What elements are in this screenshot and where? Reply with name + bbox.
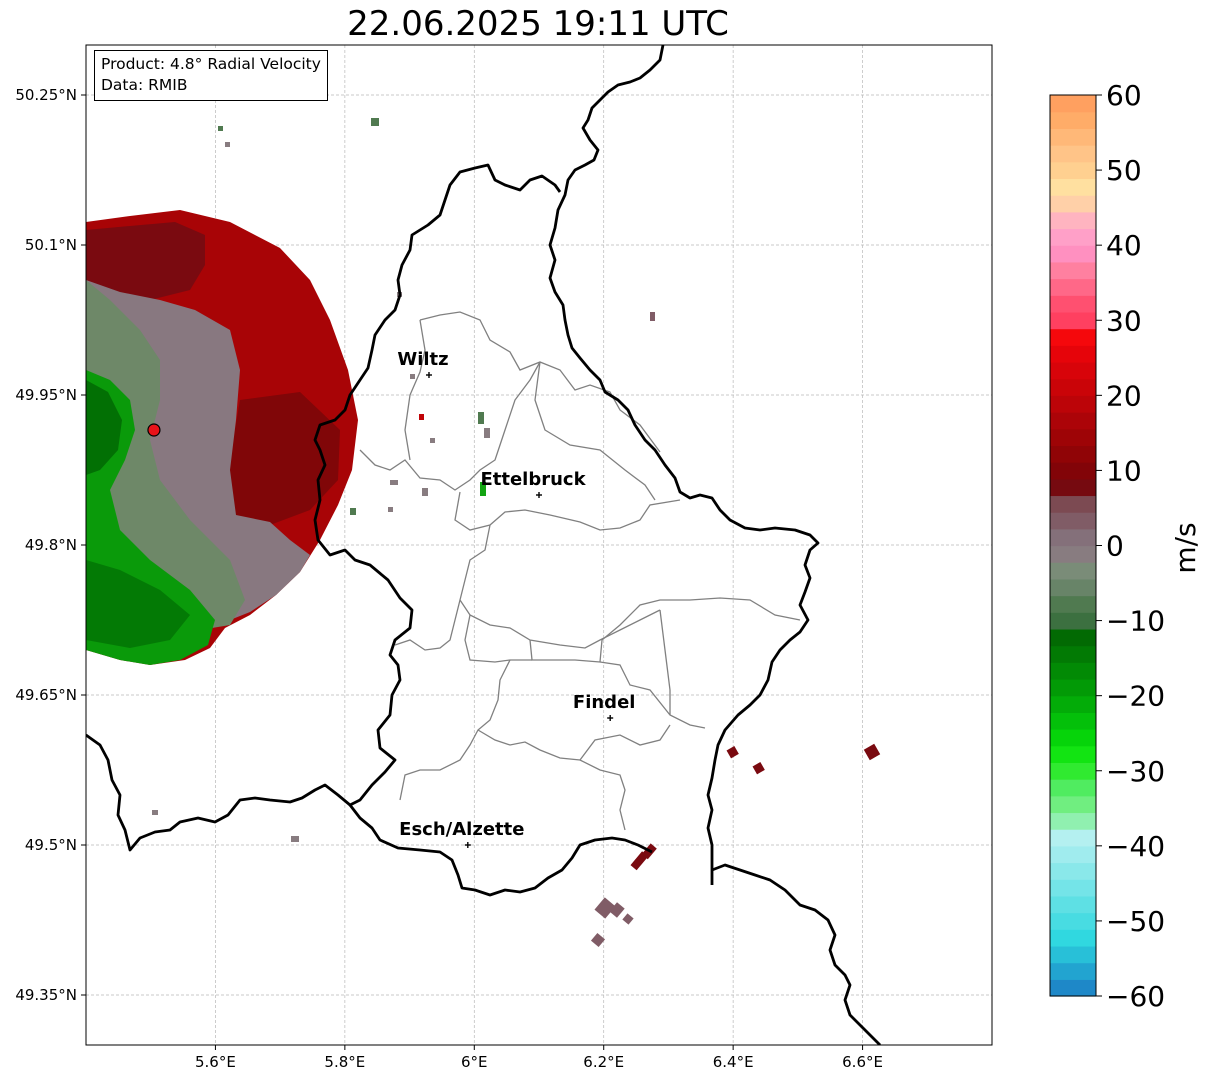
radar-echo-layer <box>86 45 881 1045</box>
echo-speck <box>390 480 398 485</box>
echo-speck <box>225 142 230 147</box>
city-label: Wiltz <box>397 349 448 370</box>
x-tick-label: 6.6°E <box>842 1053 883 1071</box>
x-tick-label: 5.6°E <box>195 1053 236 1071</box>
x-tick-label: 5.8°E <box>324 1053 365 1071</box>
country-borders <box>86 45 881 1045</box>
echo-speck <box>218 126 223 131</box>
echo-speck <box>350 508 356 515</box>
info-box: Product: 4.8° Radial Velocity Data: RMIB <box>94 50 328 101</box>
echo-speck <box>410 374 415 379</box>
echo-speck <box>430 438 435 443</box>
y-tick-label: 49.95°N <box>15 386 77 404</box>
echo-speck <box>484 428 490 438</box>
y-tick-label: 49.35°N <box>15 986 77 1004</box>
city-label: Findel <box>573 692 636 713</box>
x-tick-label: 6°E <box>461 1053 488 1071</box>
echo-speck <box>422 488 428 496</box>
product-label: Product: 4.8° Radial Velocity <box>101 55 321 73</box>
echo-speck <box>480 482 486 496</box>
data-source-label: Data: RMIB <box>101 76 188 94</box>
y-axis-ticks: 50.25°N 50.1°N 49.95°N 49.8°N 49.65°N 49.5°N 4… <box>15 86 86 1004</box>
echo-dark-red <box>86 222 205 300</box>
echo-dark-green-2 <box>86 560 190 648</box>
echo-speck <box>630 851 649 871</box>
echo-speck <box>291 836 299 842</box>
echo-speck <box>726 746 739 759</box>
x-tick-label: 6.2°E <box>583 1053 624 1071</box>
echo-speck <box>622 913 634 925</box>
canton-boundaries <box>359 311 801 831</box>
echo-speck <box>609 902 625 918</box>
map-title: 22.06.2025 19:11 UTC <box>347 4 729 44</box>
city-label: Ettelbruck <box>480 469 586 490</box>
city-labels: Wiltz Ettelbruck Findel Esch/Alzette <box>397 349 635 848</box>
echo-speck <box>650 312 655 321</box>
city-label: Esch/Alzette <box>399 819 524 840</box>
echo-speck <box>594 897 616 919</box>
y-tick-label: 49.8°N <box>25 536 77 554</box>
y-tick-label: 49.65°N <box>15 686 77 704</box>
echo-speck <box>478 412 484 424</box>
echo-speck <box>419 414 424 420</box>
x-axis-ticks: 5.6°E 5.8°E 6°E 6.2°E 6.4°E 6.6°E <box>195 1045 883 1071</box>
y-tick-label: 50.1°N <box>25 236 77 254</box>
radar-site-marker <box>147 423 161 437</box>
echo-speck <box>152 810 158 815</box>
y-tick-label: 50.25°N <box>15 86 77 104</box>
echo-speck <box>590 932 606 948</box>
echo-speck <box>388 507 393 512</box>
echo-speck <box>371 118 379 126</box>
echo-dark-red-2 <box>228 392 340 525</box>
echo-speck <box>752 762 765 775</box>
x-tick-label: 6.4°E <box>713 1053 754 1071</box>
y-tick-label: 49.5°N <box>25 836 77 854</box>
echo-speck <box>863 743 881 761</box>
echo-dark-green <box>86 380 122 475</box>
